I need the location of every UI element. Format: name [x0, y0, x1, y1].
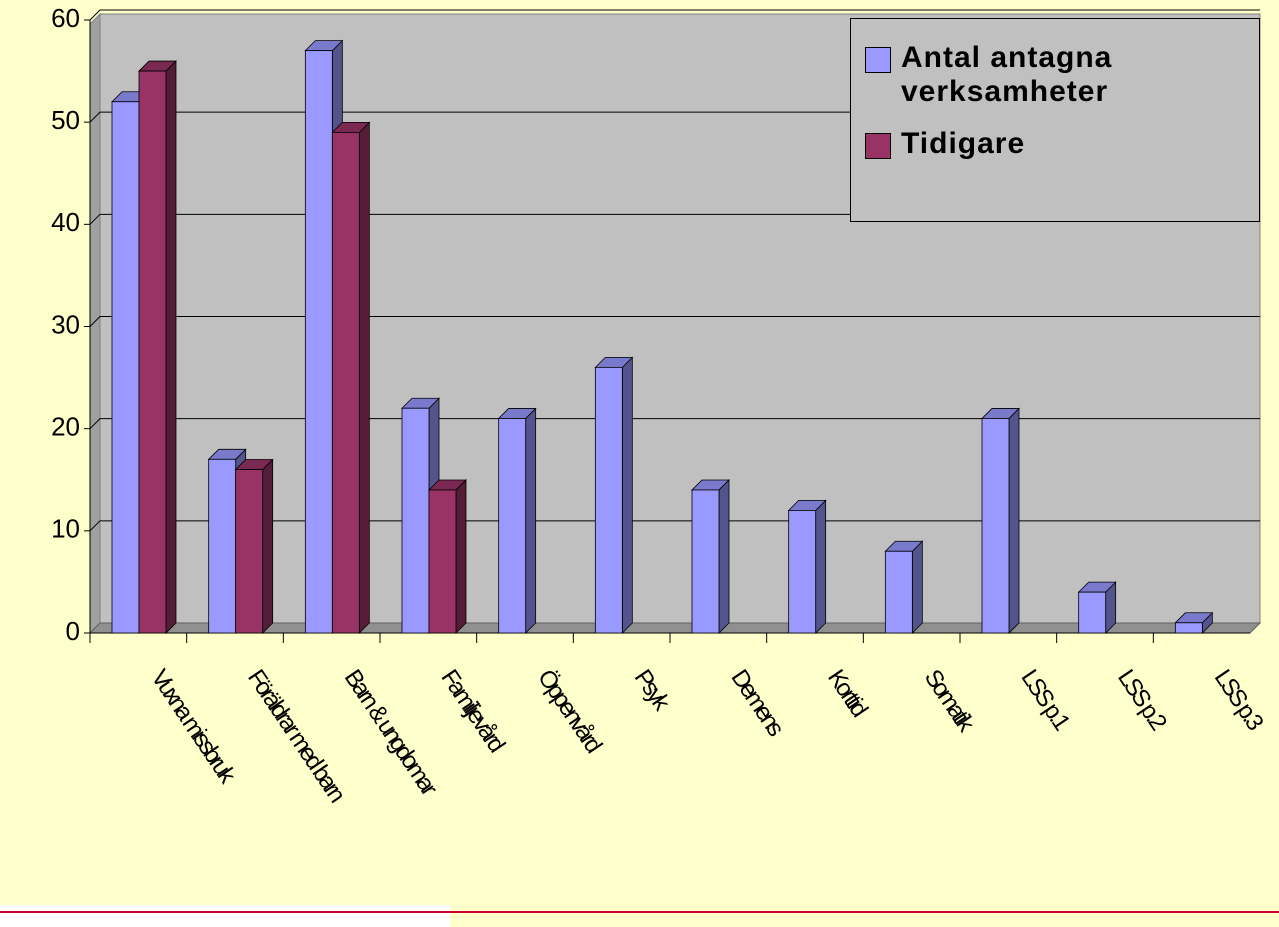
grid-line: [89, 418, 1260, 430]
legend-entry: Antal antagna verksamheter: [865, 41, 1249, 109]
bar-side: [165, 60, 177, 634]
footer-band: [0, 905, 450, 927]
bar: [1078, 591, 1107, 634]
bar: [691, 489, 720, 634]
legend-entry: Tidigare: [865, 127, 1249, 161]
bar: [331, 131, 360, 634]
bar: [428, 489, 457, 634]
legend-swatch: [865, 133, 891, 159]
y-tick-label: 0: [66, 616, 80, 646]
x-tick-label: LSS p.1: [1015, 665, 1075, 736]
bar-side: [262, 458, 274, 634]
bar: [594, 366, 623, 634]
grid-line: [89, 9, 1260, 21]
bar-side: [815, 499, 827, 634]
y-tick-label: 20: [51, 412, 80, 442]
x-tick-label: Familjevård: [435, 665, 509, 757]
bar-side: [621, 356, 633, 634]
bar-side: [911, 540, 923, 634]
bar-side: [1008, 407, 1020, 634]
bar-side: [525, 407, 537, 634]
x-tick-label: Föräldrar med barn: [242, 665, 350, 807]
legend-label: Tidigare: [901, 127, 1026, 160]
bar: [138, 70, 167, 634]
legend-label: Antal antagna verksamheter: [901, 41, 1113, 108]
x-tick-label: Vuxna missbruk: [145, 665, 241, 789]
bar-side: [718, 479, 730, 634]
side-wall: [89, 12, 101, 635]
grid-line: [89, 316, 1260, 327]
legend-swatch: [865, 47, 891, 73]
bar: [498, 418, 527, 634]
y-tick-label: 60: [51, 3, 80, 33]
x-tick-label: Demens: [725, 665, 789, 742]
bar: [208, 458, 237, 634]
y-tick-label: 40: [51, 207, 80, 237]
y-tick-label: 10: [51, 514, 80, 544]
bar-side: [455, 479, 467, 634]
bar-side: [358, 121, 370, 634]
bar: [111, 101, 140, 634]
x-tick-label: Korttid: [822, 665, 872, 722]
x-tick-label: Öppenvård: [532, 665, 607, 758]
legend: Antal antagna verksamheter Tidigare: [850, 18, 1260, 222]
bar: [884, 550, 913, 634]
grid-line: [89, 520, 1260, 532]
x-tick-label: Psyk: [629, 665, 676, 717]
bar: [401, 407, 430, 634]
x-tick-label: Somatik: [919, 665, 980, 738]
x-tick-label: LSS p.2: [1112, 665, 1172, 736]
bar: [235, 469, 264, 634]
bar: [788, 509, 817, 634]
bar: [1174, 622, 1203, 634]
y-tick-label: 30: [51, 309, 80, 339]
x-tick-label: LSS p.3: [1209, 665, 1269, 736]
y-tick-label: 50: [51, 105, 80, 135]
bar: [304, 50, 333, 634]
bar: [981, 418, 1010, 634]
x-tick-label: Barn & ungdomar: [339, 665, 443, 801]
